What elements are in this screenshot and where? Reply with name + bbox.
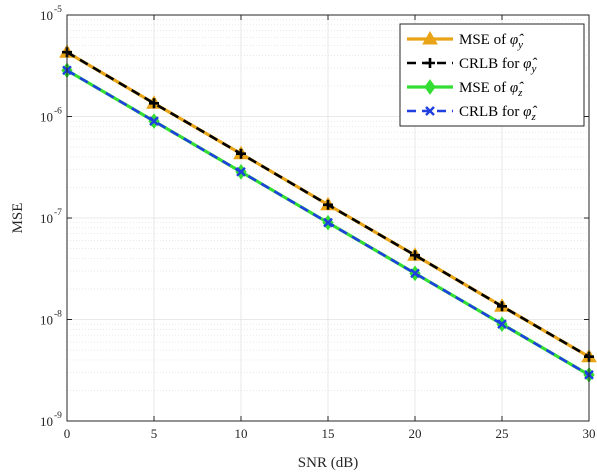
x-axis-title: SNR (dB) <box>298 455 358 471</box>
y-tick-base: 10 <box>40 110 53 125</box>
legend-label: CRLB for φ̂z <box>459 104 537 123</box>
data-point <box>497 301 507 312</box>
legend-entry: MSE of φ̂y <box>407 31 524 51</box>
y-tick-label: 10 -9 <box>40 411 62 429</box>
legend-label: MSE of φ̂y <box>459 32 524 51</box>
data-point <box>323 217 333 228</box>
x-tick-label: 25 <box>496 426 509 441</box>
x-tick-label: 15 <box>322 426 335 441</box>
legend-entry: CRLB for φ̂y <box>407 56 537 75</box>
x-tick-label: 5 <box>151 426 158 441</box>
y-tick-label: 10 -6 <box>40 107 62 125</box>
y-tick-exponent: -6 <box>54 107 62 117</box>
y-tick-base: 10 <box>40 313 53 328</box>
data-point <box>236 166 246 177</box>
y-tick-exponent: -5 <box>54 5 62 15</box>
x-tick-label: 0 <box>64 426 71 441</box>
y-tick-label: 10 -7 <box>40 208 62 226</box>
data-point <box>236 148 246 159</box>
y-tick-exponent: -9 <box>54 411 62 421</box>
y-tick-exponent: -7 <box>54 208 62 218</box>
data-point <box>323 199 333 210</box>
legend-label: MSE of φ̂z <box>459 80 524 99</box>
legend-entry: CRLB for φ̂z <box>407 104 537 123</box>
legend-marker <box>422 31 438 45</box>
x-tick-label: 10 <box>235 426 248 441</box>
data-point <box>410 250 420 261</box>
y-tick-base: 10 <box>40 414 53 429</box>
data-point <box>149 98 159 109</box>
y-tick-base: 10 <box>40 211 53 226</box>
y-tick-base: 10 <box>40 8 53 23</box>
x-tick-label: 30 <box>583 426 596 441</box>
legend-marker <box>424 79 436 95</box>
y-tick-label: 10 -8 <box>40 310 62 328</box>
legend-marker <box>425 106 435 116</box>
y-axis-title: MSE <box>10 203 26 234</box>
data-point <box>410 268 420 279</box>
ticks: 10 -910 -810 -710 -610 -50 5 10 15 20 25 30 <box>40 5 596 441</box>
legend-entry: MSE of φ̂z <box>407 79 524 99</box>
series-layer <box>59 44 597 383</box>
y-tick-exponent: -8 <box>54 310 62 320</box>
data-point <box>497 319 507 329</box>
legend: MSE of φ̂y CRLB for φ̂y MSE of φ̂z CRLB for… <box>399 23 585 127</box>
y-tick-label: 10 -5 <box>40 5 62 23</box>
data-point <box>149 116 159 126</box>
series-4 <box>62 65 594 380</box>
legend-marker <box>425 58 435 68</box>
x-tick-label: 20 <box>409 426 422 441</box>
